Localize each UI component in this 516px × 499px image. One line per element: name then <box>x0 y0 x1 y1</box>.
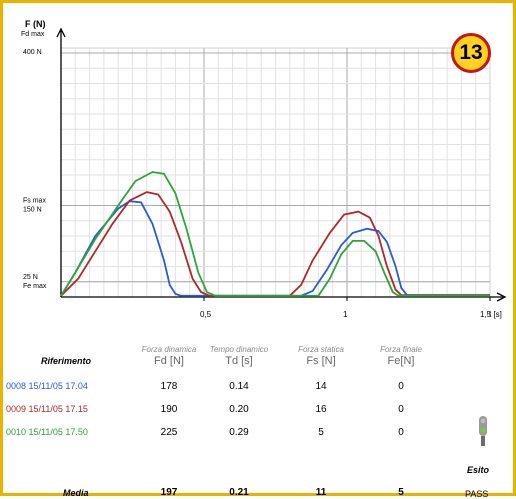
mean-td: 0.21 <box>229 487 249 498</box>
mean-fs: 11 <box>315 487 327 498</box>
x-axis-arrow <box>496 292 507 302</box>
row-2-fd: 225 <box>160 427 178 438</box>
chart-axes <box>56 27 507 302</box>
row-0-td: 0.14 <box>229 381 249 392</box>
row-ref-0: 0008 15/11/05 17.04 <box>6 381 88 391</box>
x-tick-label: 1 <box>343 310 348 319</box>
col-header-title-1: Tempo dinamico <box>209 345 269 354</box>
step-number-badge: 13 <box>451 33 491 73</box>
x-tick-label: 1,5 <box>480 310 492 319</box>
col-header-title-0: Forza dinamica <box>141 345 197 354</box>
row-ref-2: 0010 15/11/05 17.50 <box>6 427 88 437</box>
y-axis-arrow <box>56 27 66 38</box>
force-time-chart: F (N) Fd max t [s] 400 N Fs max 150 N 25 N Fe m… <box>21 19 507 319</box>
y-tick-label: 150 N <box>23 207 42 214</box>
row-2-fe: 0 <box>398 427 404 438</box>
col-header-unit-2: Fs [N] <box>306 355 336 367</box>
y-tick-label: 25 N <box>23 274 38 281</box>
mean-fe: 5 <box>398 487 404 498</box>
row-0-fd: 178 <box>160 381 178 392</box>
row-0-fs: 14 <box>315 381 327 392</box>
y-axis-title: F (N) <box>25 19 46 29</box>
x-tick-label: 0,5 <box>200 310 212 319</box>
chart-series <box>60 171 490 297</box>
x-axis-title: t [s] <box>489 310 502 319</box>
row-2-fs: 5 <box>318 427 324 438</box>
row-1-fd: 190 <box>160 404 178 415</box>
row-0-fe: 0 <box>398 381 404 392</box>
row-1-fe: 0 <box>398 404 404 415</box>
row-1-td: 0.20 <box>229 404 249 415</box>
row-ref-1: 0009 15/11/05 17.15 <box>6 404 88 414</box>
y-tick-label: Fe max <box>23 283 47 290</box>
col-header-unit-0: Fd [N] <box>154 355 184 367</box>
traffic-light-icon <box>479 416 487 446</box>
chart-grid <box>60 47 491 298</box>
col-header-unit-1: Td [s] <box>225 355 253 367</box>
outcome-label: Esito <box>467 465 490 475</box>
col-header-title-3: Forza finale <box>380 345 422 354</box>
mean-fd: 197 <box>160 487 178 498</box>
series-line-2 <box>60 171 490 297</box>
y-axis-subtitle: Fd max <box>21 31 45 38</box>
row-2-td: 0.29 <box>229 427 249 438</box>
col-header-title-2: Forza statica <box>298 345 344 354</box>
mean-label: Media <box>63 488 89 498</box>
outcome-value: PASS <box>465 489 489 499</box>
ref-header: Riferimento <box>41 356 92 366</box>
row-1-fs: 16 <box>315 404 327 415</box>
chart-ticks: F (N) Fd max t [s] 400 N Fs max 150 N 25 N Fe m… <box>21 19 502 319</box>
y-tick-label: 400 N <box>23 49 42 56</box>
y-tick-label: Fs max <box>23 198 46 205</box>
col-header-unit-3: Fe[N] <box>387 355 415 367</box>
